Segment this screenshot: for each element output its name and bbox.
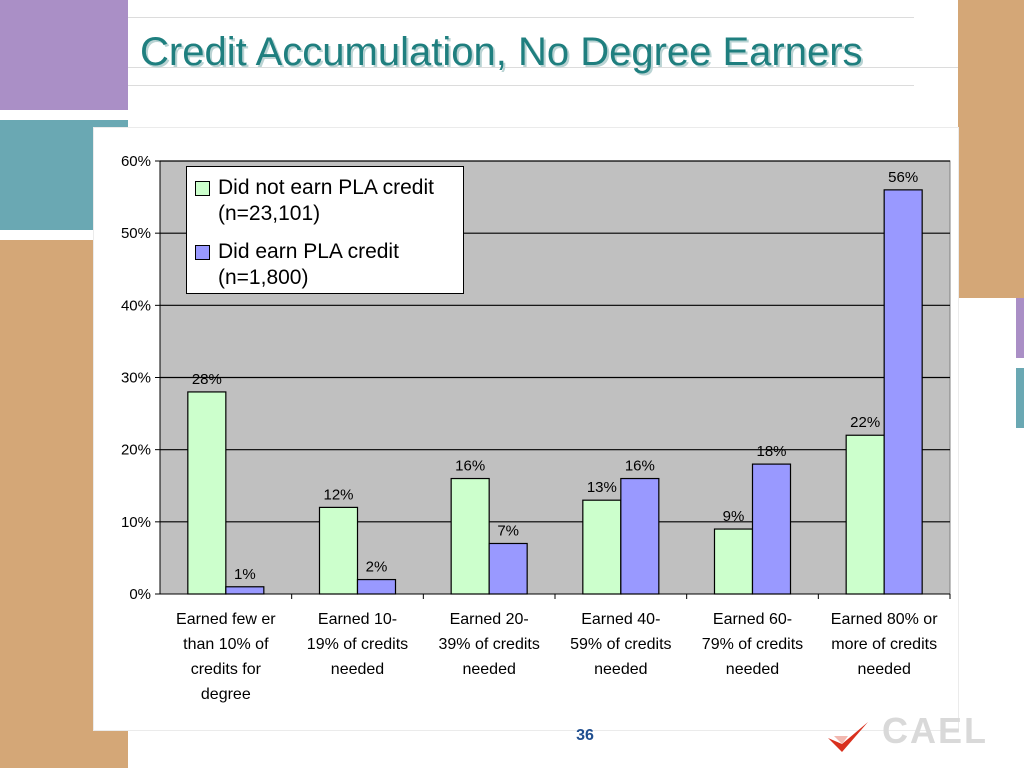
x-axis: Earned few er than 10% of credits for degre… bbox=[160, 593, 951, 703]
legend-swatch-not-earned bbox=[195, 181, 210, 196]
data-label: 28% bbox=[192, 371, 222, 388]
legend-label-earned: Did earn PLA credit (n=1,800) bbox=[218, 240, 399, 289]
data-label: 18% bbox=[756, 443, 786, 460]
data-label: 2% bbox=[366, 559, 388, 576]
data-label: 16% bbox=[625, 458, 655, 475]
y-axis: 0% 10% 20% 30% 40% 50% 60% bbox=[121, 153, 161, 603]
x-tick-label: Earned 20- 39% of credits needed bbox=[438, 611, 539, 678]
x-tick-label-line: 19% of credits bbox=[307, 636, 408, 653]
x-tick-label-line: 39% of credits bbox=[438, 636, 539, 653]
x-tick-label-line: needed bbox=[462, 661, 515, 678]
accent-block-purple-top-left bbox=[0, 0, 128, 110]
red-checkmark-logo-icon bbox=[828, 722, 868, 752]
x-tick-label-line: Earned 40- bbox=[581, 611, 660, 628]
bars bbox=[187, 189, 923, 595]
header-rule-1 bbox=[128, 17, 914, 18]
x-tick-label: Earned few er than 10% of credits for degre… bbox=[176, 611, 276, 703]
bar bbox=[488, 542, 528, 595]
x-tick-label-line: Earned 80% or bbox=[831, 611, 938, 628]
header-rule-2 bbox=[128, 67, 958, 68]
accent-block-purple-right bbox=[1016, 298, 1024, 358]
data-label: 56% bbox=[888, 169, 918, 186]
x-tick-label-line: 79% of credits bbox=[702, 636, 803, 653]
x-tick-label-line: than 10% of bbox=[183, 636, 269, 653]
x-tick-label-line: credits for bbox=[191, 661, 262, 678]
accent-block-tan-top-right bbox=[958, 0, 1024, 128]
data-label: 9% bbox=[723, 508, 745, 525]
y-tick-label: 10% bbox=[121, 514, 151, 531]
header-rule-3 bbox=[128, 85, 914, 86]
legend-entry-not-earned: Did not earn PLA credit (n=23,101) bbox=[195, 175, 463, 227]
y-tick-label: 40% bbox=[121, 297, 151, 314]
x-tick-label-line: Earned 20- bbox=[450, 611, 529, 628]
bar bbox=[751, 463, 792, 595]
data-label: 12% bbox=[323, 486, 353, 503]
y-tick-label: 20% bbox=[121, 442, 151, 459]
legend-label-not-earned: Did not earn PLA credit (n=23,101) bbox=[218, 176, 434, 225]
x-tick-label: Earned 80% or more of credits needed bbox=[831, 611, 938, 678]
x-tick-label-line: Earned 60- bbox=[713, 611, 792, 628]
bar bbox=[883, 189, 923, 595]
x-tick-label: Earned 10- 19% of credits needed bbox=[307, 611, 408, 678]
chart-legend: Did not earn PLA credit (n=23,101) Did e… bbox=[186, 166, 464, 294]
bar bbox=[450, 477, 490, 595]
x-tick-label-line: needed bbox=[331, 661, 384, 678]
gridlines bbox=[160, 160, 950, 523]
y-tick-label: 0% bbox=[129, 586, 151, 603]
legend-entry-earned: Did earn PLA credit (n=1,800) bbox=[195, 239, 463, 291]
data-label: 16% bbox=[455, 458, 485, 475]
x-tick-label: Earned 60- 79% of credits needed bbox=[702, 611, 803, 678]
accent-block-tan-right bbox=[958, 128, 1024, 298]
x-tick-label: Earned 40- 59% of credits needed bbox=[570, 611, 671, 678]
bar bbox=[318, 506, 359, 595]
value-labels: 28% 1% 12% 2% 16% 7% 13% 16% 9% 18% 22% 56% bbox=[192, 169, 918, 583]
bar bbox=[225, 586, 265, 595]
slide-title: Credit Accumulation, No Degree Earners bbox=[140, 30, 863, 74]
x-tick-label-line: more of credits bbox=[831, 636, 937, 653]
bar bbox=[620, 477, 660, 595]
y-tick-label: 50% bbox=[121, 225, 151, 242]
x-tick-label-line: Earned few er bbox=[176, 611, 276, 628]
logo-wordmark: CAEL bbox=[882, 716, 988, 746]
bar bbox=[845, 434, 885, 595]
legend-swatch-earned bbox=[195, 245, 210, 260]
data-label: 1% bbox=[234, 566, 256, 583]
bar bbox=[582, 499, 622, 595]
x-tick-label-line: Earned 10- bbox=[318, 611, 397, 628]
y-tick-label: 60% bbox=[121, 153, 151, 170]
page-number: 36 bbox=[576, 727, 594, 744]
x-tick-label-line: degree bbox=[201, 686, 251, 703]
bar bbox=[713, 528, 754, 595]
x-tick-label-line: needed bbox=[857, 661, 910, 678]
accent-block-teal-right bbox=[1016, 368, 1024, 428]
x-tick-label-line: 59% of credits bbox=[570, 636, 671, 653]
data-label: 22% bbox=[850, 414, 880, 431]
data-label: 13% bbox=[587, 479, 617, 496]
bar bbox=[187, 391, 227, 595]
data-label: 7% bbox=[497, 522, 519, 539]
x-tick-label-line: needed bbox=[726, 661, 779, 678]
y-tick-label: 30% bbox=[121, 370, 151, 387]
bar bbox=[356, 578, 397, 595]
x-tick-label-line: needed bbox=[594, 661, 647, 678]
bar-chart: 28% 1% 12% 2% 16% 7% 13% 16% 9% 18% 22% 56% 0% 10% 20… bbox=[121, 153, 951, 703]
